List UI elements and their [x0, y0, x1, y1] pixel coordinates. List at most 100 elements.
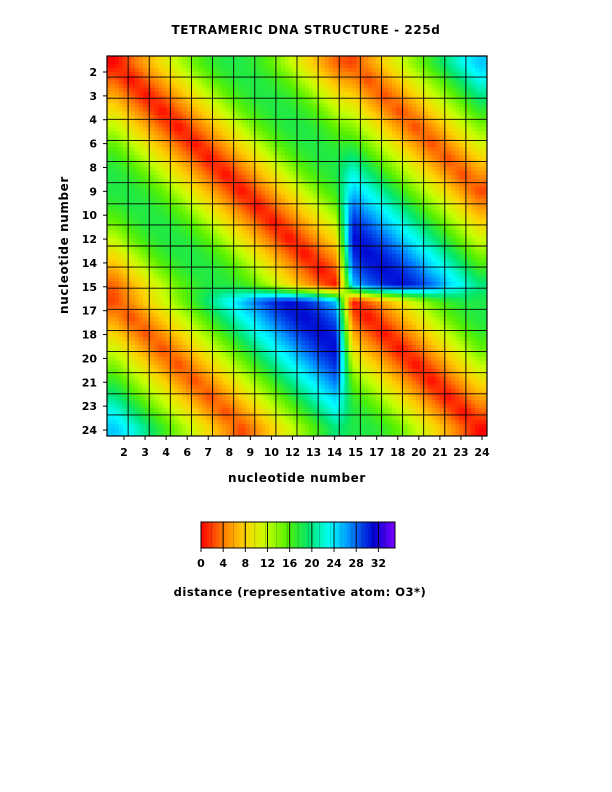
- heatmap-cell: [178, 242, 183, 247]
- heatmap-cell: [122, 143, 128, 148]
- heatmap-cell: [213, 190, 219, 196]
- heatmap-cell: [483, 75, 487, 81]
- heatmap-cell: [479, 79, 484, 85]
- heatmap-cell: [356, 166, 361, 172]
- heatmap-cell: [182, 127, 187, 132]
- heatmap-cell: [285, 83, 290, 89]
- heatmap-cell: [249, 198, 255, 204]
- heatmap-cell: [114, 226, 120, 231]
- heatmap-cell: [324, 210, 330, 215]
- heatmap-cell: [356, 107, 361, 113]
- heatmap-cell: [261, 166, 266, 172]
- heatmap-cell: [107, 261, 112, 267]
- heatmap-cell: [174, 103, 179, 109]
- heatmap-cell: [348, 59, 354, 65]
- heatmap-cell: [392, 234, 397, 239]
- heatmap-cell: [154, 107, 160, 113]
- heatmap-cell: [126, 111, 132, 116]
- heatmap-cell: [320, 190, 326, 196]
- heatmap-cell: [217, 257, 223, 263]
- heatmap-cell: [316, 71, 322, 77]
- heatmap-cell: [423, 230, 429, 235]
- heatmap-cell: [126, 238, 132, 243]
- heatmap-cell: [372, 226, 377, 231]
- heatmap-cell: [107, 230, 112, 235]
- heatmap-cell: [265, 226, 270, 231]
- heatmap-cell: [328, 123, 334, 128]
- heatmap-cell: [293, 143, 298, 148]
- heatmap-cell: [419, 206, 425, 211]
- heatmap-cell: [122, 182, 128, 188]
- heatmap-cell: [459, 249, 464, 255]
- heatmap-cell: [190, 151, 195, 156]
- heatmap-cell: [479, 147, 484, 152]
- heatmap-cell: [190, 63, 195, 69]
- heatmap-cell: [388, 111, 393, 116]
- heatmap-cell: [225, 182, 231, 188]
- heatmap-cell: [427, 253, 433, 259]
- heatmap-cell: [411, 242, 417, 247]
- heatmap-cell: [205, 210, 211, 215]
- heatmap-cell: [261, 198, 266, 204]
- heatmap-cell: [364, 135, 369, 140]
- heatmap-cell: [186, 103, 191, 109]
- heatmap-cell: [423, 257, 429, 263]
- heatmap-cell: [328, 253, 334, 259]
- heatmap-cell: [107, 143, 112, 148]
- heatmap-cell: [245, 249, 251, 255]
- heatmap-cell: [344, 127, 350, 132]
- heatmap-cell: [451, 246, 456, 251]
- heatmap-cell: [427, 83, 433, 89]
- heatmap-cell: [352, 206, 357, 211]
- heatmap-cell: [170, 135, 175, 140]
- heatmap-cell: [178, 119, 183, 124]
- heatmap-cell: [415, 151, 421, 156]
- heatmap-cell: [443, 123, 449, 128]
- heatmap-cell: [479, 186, 484, 192]
- heatmap-cell: [194, 194, 199, 200]
- heatmap-cell: [257, 242, 262, 247]
- heatmap-cell: [328, 198, 334, 204]
- heatmap-cell: [316, 119, 322, 124]
- heatmap-cell: [368, 83, 373, 89]
- heatmap-cell: [419, 182, 425, 188]
- heatmap-cell: [118, 198, 124, 204]
- heatmap-cell: [162, 71, 167, 77]
- heatmap-cell: [388, 174, 393, 180]
- heatmap-cell: [289, 178, 294, 184]
- heatmap-cell: [340, 206, 346, 211]
- heatmap-cell: [483, 123, 487, 128]
- heatmap-cell: [166, 67, 171, 73]
- heatmap-cell: [202, 143, 207, 148]
- heatmap-cell: [483, 230, 487, 235]
- heatmap-cell: [415, 206, 421, 211]
- heatmap-cell: [388, 166, 393, 172]
- heatmap-cell: [138, 194, 144, 200]
- heatmap-cell: [376, 71, 381, 77]
- heatmap-cell: [423, 194, 429, 200]
- heatmap-cell: [281, 123, 286, 128]
- heatmap-cell: [110, 154, 116, 160]
- heatmap-cell: [344, 206, 350, 211]
- heatmap-cell: [483, 119, 487, 124]
- heatmap-cell: [162, 119, 167, 124]
- heatmap-cell: [142, 238, 148, 243]
- heatmap-cell: [221, 194, 227, 200]
- heatmap-cell: [320, 63, 326, 69]
- heatmap-cell: [471, 246, 476, 251]
- heatmap-cell: [174, 182, 179, 188]
- heatmap-cell: [459, 111, 464, 116]
- heatmap-cell: [257, 107, 262, 113]
- heatmap-cell: [138, 79, 144, 85]
- heatmap-cell: [407, 238, 413, 243]
- heatmap-cell: [356, 127, 361, 132]
- heatmap-cell: [368, 79, 373, 85]
- heatmap-cell: [166, 230, 171, 235]
- heatmap-cell: [451, 135, 456, 140]
- heatmap-cell: [344, 170, 350, 176]
- heatmap-cell: [316, 63, 322, 69]
- heatmap-cell: [261, 63, 266, 69]
- heatmap-cell: [265, 202, 270, 208]
- heatmap-cell: [107, 214, 112, 219]
- heatmap-cell: [233, 246, 239, 251]
